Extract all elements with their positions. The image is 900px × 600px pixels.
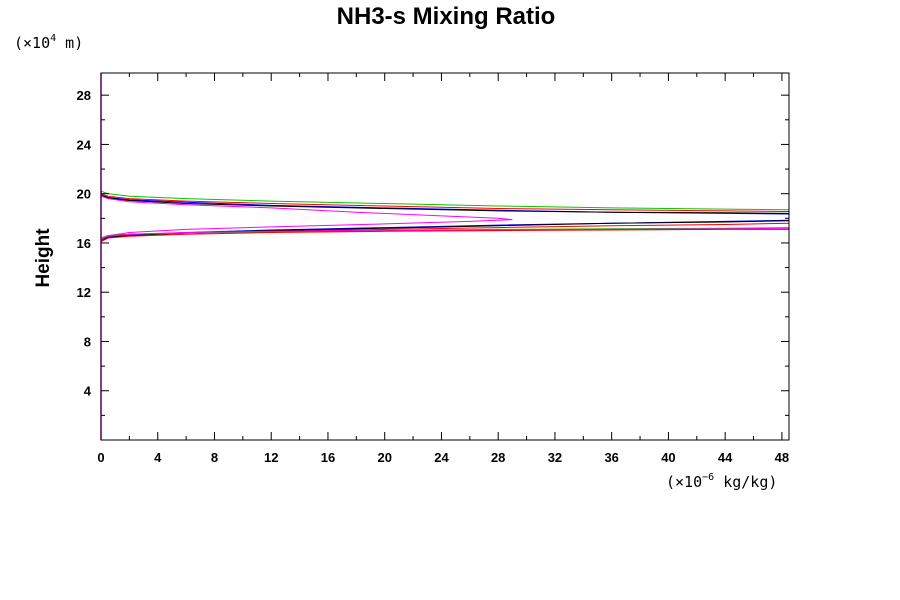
x-tick-label: 24 <box>434 450 449 465</box>
x-tick-label: 36 <box>604 450 618 465</box>
y-unit-exponent: 4 <box>50 33 56 44</box>
x-tick-label: 12 <box>264 450 278 465</box>
series-line-1 <box>100 190 790 211</box>
y-axis-label: Height <box>33 228 54 288</box>
series-line-10 <box>100 227 790 240</box>
y-tick-label: 12 <box>77 285 91 300</box>
x-tick-label: 48 <box>775 450 789 465</box>
y-tick-label: 4 <box>84 384 92 399</box>
series-group <box>100 73 790 440</box>
y-tick-label: 24 <box>77 137 92 152</box>
x-unit-exponent: −6 <box>702 472 714 483</box>
x-tick-label: 44 <box>718 450 733 465</box>
series-line-2 <box>100 193 790 212</box>
x-tick-label: 32 <box>548 450 562 465</box>
x-tick-label: 28 <box>491 450 505 465</box>
series-line-4 <box>100 194 790 214</box>
y-tick-label: 20 <box>77 187 91 202</box>
chart-title: NH3-s Mixing Ratio <box>337 3 556 30</box>
x-unit-suffix: kg/kg) <box>714 473 777 491</box>
x-tick-label: 8 <box>211 450 218 465</box>
x-unit-prefix: (×10 <box>666 473 702 491</box>
x-tick-label: 0 <box>97 450 104 465</box>
x-tick-label: 20 <box>377 450 391 465</box>
y-unit-suffix: m) <box>56 34 83 52</box>
y-tick-label: 8 <box>84 334 91 349</box>
plot-frame <box>100 72 790 441</box>
y-unit-prefix: (×10 <box>14 34 50 52</box>
y-tick-label: 28 <box>77 88 91 103</box>
x-tick-label: 16 <box>321 450 335 465</box>
x-tick-label: 4 <box>154 450 162 465</box>
series-line-11 <box>100 228 789 243</box>
x-unit-label: (×10−6 kg/kg) <box>666 472 777 491</box>
x-tick-label: 40 <box>661 450 675 465</box>
y-unit-label: (×104 m) <box>14 33 83 52</box>
y-tick-label: 16 <box>77 236 91 251</box>
series-line-5 <box>100 195 513 239</box>
series-line-8 <box>100 220 790 241</box>
